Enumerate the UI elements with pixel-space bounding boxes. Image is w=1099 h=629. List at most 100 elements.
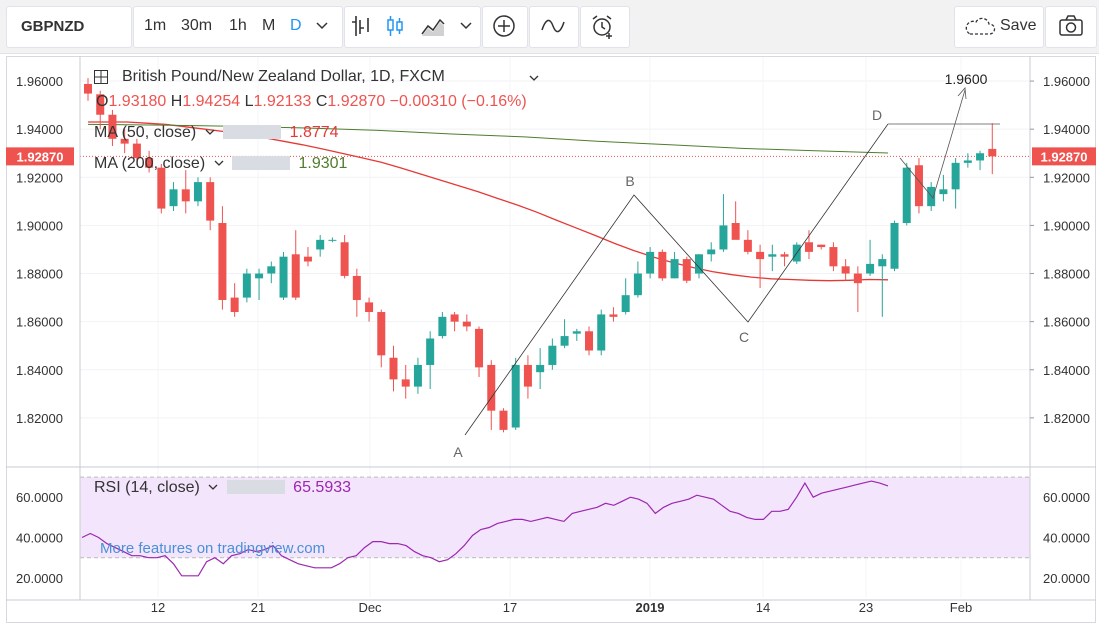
candle — [242, 268, 251, 303]
candle — [255, 268, 264, 300]
candle-body — [475, 328, 484, 368]
last-price-label: 1.92870 — [17, 149, 64, 164]
candle — [193, 177, 202, 207]
candle — [756, 244, 765, 288]
save-button[interactable]: Save — [1000, 17, 1037, 34]
ma200-legend: MA (200, close) 1.9301 — [94, 155, 347, 173]
price-tick-label: 1.86000 — [16, 315, 63, 330]
candle — [560, 319, 569, 349]
area-chart-icon[interactable] — [420, 14, 446, 38]
candle-body — [976, 153, 985, 161]
candle-body — [658, 251, 667, 279]
candle-body — [670, 259, 679, 279]
rsi-chevron-icon[interactable] — [208, 484, 218, 492]
candle-body — [169, 189, 178, 207]
ma50-settings-icons[interactable] — [223, 125, 282, 139]
candle-body — [193, 182, 202, 202]
cloud-icon[interactable] — [962, 16, 996, 38]
title-chevron-icon[interactable] — [529, 75, 539, 83]
candle-body — [866, 263, 875, 274]
candle-body — [218, 223, 227, 300]
candle — [707, 242, 716, 262]
timeframe-dropdown-chevron-icon[interactable] — [316, 22, 328, 30]
rsi-tick-label: 40.0000 — [1043, 531, 1090, 546]
candle-body — [377, 312, 386, 356]
close-value: 1.92870 — [327, 93, 386, 110]
candle-body — [768, 254, 777, 257]
camera-icon[interactable] — [1058, 14, 1084, 38]
candle-body — [585, 331, 594, 351]
time-tick-label: 17 — [503, 600, 517, 615]
candle-body — [352, 275, 361, 300]
candle-body — [817, 244, 826, 248]
compare-wave-icon[interactable] — [540, 14, 566, 38]
candle-body — [328, 239, 337, 241]
rsi-tick-label: 20.0000 — [1043, 571, 1090, 586]
candle — [450, 312, 459, 332]
candle — [499, 408, 508, 433]
candle-body — [548, 345, 557, 365]
timeframe-1h[interactable]: 1h — [229, 17, 247, 34]
symbol-grid-icon — [94, 70, 108, 84]
candle-body — [291, 254, 300, 298]
snapshot-group — [1045, 6, 1097, 48]
ma200-settings-icons[interactable] — [232, 156, 291, 170]
candle-body — [804, 242, 813, 252]
rsi-settings-icons[interactable] — [226, 480, 285, 494]
open-value: 1.93180 — [108, 93, 167, 110]
open-label: O — [96, 93, 109, 110]
price-tick-label: 1.82000 — [1043, 411, 1090, 426]
candle — [597, 309, 606, 356]
ma50-chevron-icon[interactable] — [205, 129, 215, 137]
price-tick-label: 1.84000 — [16, 363, 63, 378]
candle-body — [132, 143, 141, 159]
candle — [340, 235, 349, 279]
timeframe-30m[interactable]: 30m — [181, 17, 213, 34]
candle — [548, 338, 557, 370]
candle — [743, 230, 752, 255]
watermark-link[interactable]: More features on tradingview.com — [100, 540, 326, 557]
bar-chart-icon[interactable] — [350, 14, 372, 38]
candle — [487, 360, 496, 430]
add-indicator-icon[interactable] — [492, 14, 516, 38]
timeframe-1m[interactable]: 1m — [144, 17, 167, 34]
candle — [120, 129, 129, 154]
candle — [914, 158, 923, 214]
candle — [646, 247, 655, 279]
ohlc-legend: O1.93180 H1.94254 L1.92133 C1.92870 −0.0… — [96, 93, 527, 111]
pattern-point-label: B — [625, 173, 634, 189]
candle — [866, 239, 875, 276]
candle — [890, 220, 899, 272]
symbol-title: British Pound/New Zealand Dollar, 1D, FX… — [122, 68, 445, 85]
ma200-chevron-icon[interactable] — [214, 160, 224, 168]
timeframe-day[interactable]: D — [290, 17, 302, 34]
candle-body — [609, 314, 618, 317]
ma50-legend: MA (50, close) 1.8774 — [94, 124, 339, 142]
candle — [462, 314, 471, 332]
candle — [829, 242, 838, 272]
candle-body — [499, 410, 508, 430]
rsi-tick-label: 60.0000 — [1043, 490, 1090, 505]
candle — [951, 158, 960, 209]
candle — [585, 326, 594, 356]
price-tick-label: 1.90000 — [16, 218, 63, 233]
symbol-search-box[interactable]: GBPNZD — [6, 6, 132, 48]
candle-body — [365, 302, 374, 313]
candle — [206, 177, 215, 231]
high-value: 1.94254 — [182, 93, 241, 110]
candle-body — [426, 338, 435, 365]
candles-icon[interactable] — [384, 14, 406, 38]
price-tick-label: 1.92000 — [1043, 170, 1090, 185]
candle — [523, 355, 532, 399]
candle — [633, 261, 642, 298]
candle-body — [597, 314, 606, 351]
alarm-clock-icon[interactable] — [590, 14, 616, 40]
timeframe-month[interactable]: M — [262, 17, 276, 34]
projection-path — [899, 89, 966, 199]
ma50-value: 1.8774 — [289, 124, 339, 141]
candle — [377, 309, 386, 368]
candle-body — [572, 331, 581, 334]
chart-type-chevron-icon[interactable] — [460, 22, 472, 30]
time-tick-label: 23 — [859, 600, 873, 615]
